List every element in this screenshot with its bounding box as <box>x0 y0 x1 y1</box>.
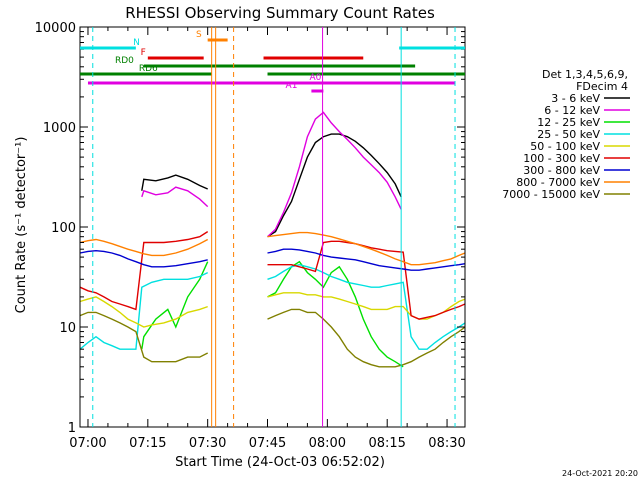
y-tick-label: 1 <box>68 421 76 436</box>
series-line-2-seg-0 <box>141 261 209 350</box>
flag-label-a0: A0 <box>309 73 321 83</box>
y-tick-label: 10000 <box>35 21 76 36</box>
x-axis-label: Start Time (24-Oct-03 06:52:02) <box>175 455 385 470</box>
x-tick-label: 08:15 <box>368 436 405 451</box>
y-tick-label: 1000 <box>43 121 76 136</box>
series-line-4-seg-0 <box>79 296 208 328</box>
flag-label-rd0: RD0 <box>115 56 134 66</box>
legend-entry-label: 6 - 12 keV <box>544 104 600 117</box>
legend-header: FDecim 4 <box>576 80 628 93</box>
legend-entry-label: 50 - 100 keV <box>530 140 600 153</box>
series-line-5-seg-0 <box>79 231 209 311</box>
x-tick-label: 07:15 <box>129 436 166 451</box>
series-line-3-seg-1 <box>267 263 466 350</box>
series-line-7-seg-1 <box>267 231 466 266</box>
series-line-2-seg-1 <box>267 260 404 368</box>
legend-entry-label: 100 - 300 keV <box>523 152 600 165</box>
legend-entry-label: 3 - 6 keV <box>551 92 600 105</box>
flag-label-n: N <box>133 38 140 48</box>
footer-timestamp: 24-Oct-2021 20:20 <box>562 469 638 478</box>
series-line-7-seg-0 <box>79 238 209 257</box>
legend-entry-label: 300 - 800 keV <box>523 164 600 177</box>
series-line-1-seg-0 <box>141 186 209 208</box>
legend-entry-label: 7000 - 15000 keV <box>502 188 600 201</box>
series-line-3-seg-0 <box>79 271 209 350</box>
x-tick-label: 08:00 <box>309 436 346 451</box>
series-line-8-seg-1 <box>267 308 466 368</box>
flag-label-f: F <box>141 48 146 58</box>
flag-label-rd6: RD6 <box>139 64 158 74</box>
series-line-6-seg-0 <box>79 249 208 268</box>
legend-entry-label: 800 - 7000 keV <box>516 176 600 189</box>
legend-entry-label: 25 - 50 keV <box>537 128 600 141</box>
series-line-6-seg-1 <box>267 248 466 271</box>
x-tick-label: 07:00 <box>69 436 106 451</box>
chart-title: RHESSI Observing Summary Count Rates <box>125 4 435 22</box>
series-line-0-seg-0 <box>141 174 208 191</box>
series-line-0-seg-1 <box>267 133 402 238</box>
legend-header: Det 1,3,4,5,6,9, <box>542 68 628 81</box>
x-tick-label: 07:45 <box>249 436 286 451</box>
flag-label-s: S <box>196 30 202 40</box>
y-tick-label: 100 <box>51 221 76 236</box>
y-axis-label: Count Rate (s⁻¹ detector⁻¹) <box>14 137 29 314</box>
series-line-5-seg-1 <box>267 240 466 320</box>
x-tick-label: 07:30 <box>189 436 226 451</box>
series-line-1-seg-1 <box>267 111 402 238</box>
legend-entry-label: 12 - 25 keV <box>537 116 600 129</box>
y-tick-label: 10 <box>59 321 76 336</box>
x-tick-label: 08:30 <box>428 436 465 451</box>
series-line-8-seg-0 <box>79 311 209 363</box>
flag-label-a1: A1 <box>286 81 298 91</box>
